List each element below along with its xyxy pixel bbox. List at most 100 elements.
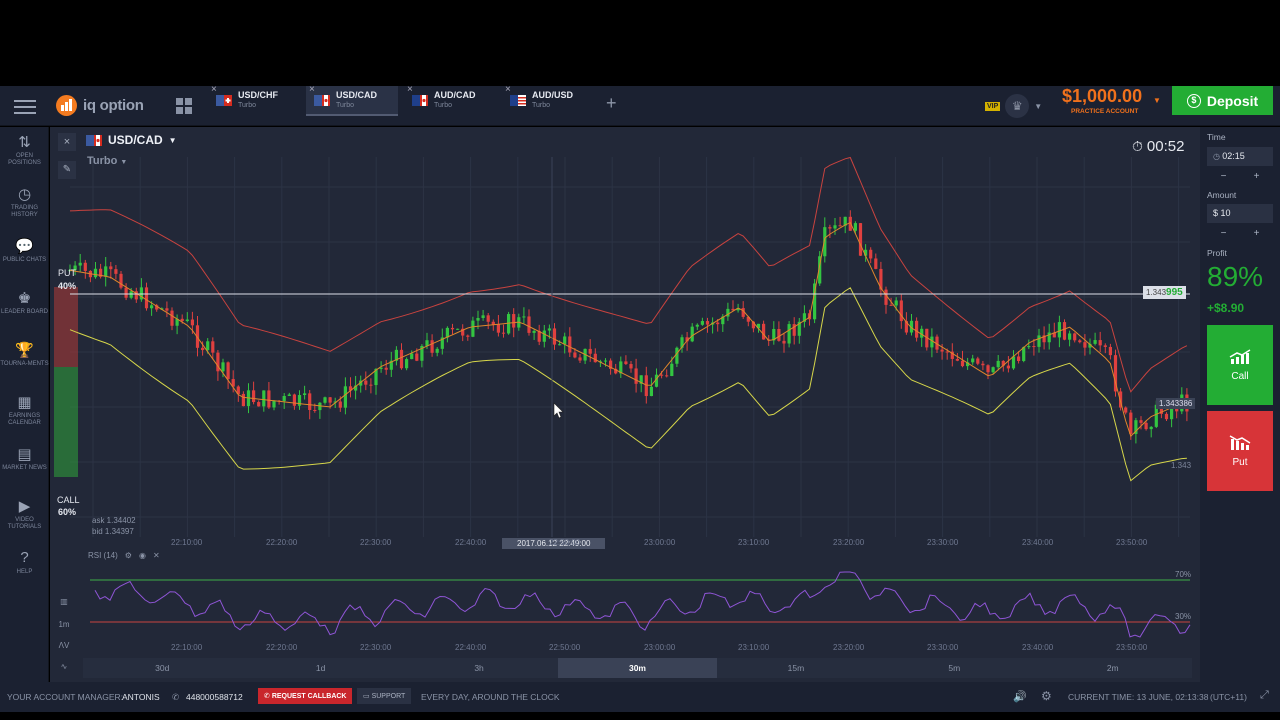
candle <box>731 308 735 311</box>
candle <box>114 269 118 274</box>
tab-aud-cad[interactable]: × AUD/CAD Turbo <box>404 84 496 116</box>
price-main: 1.343 <box>1146 288 1167 297</box>
sidebar-item-earnings-calendar[interactable]: ▦ EARNINGS CALENDAR <box>0 393 49 427</box>
price-axis-label: 1.343 <box>1171 461 1192 470</box>
vip-status[interactable]: VIP ♛ ▼ <box>985 94 1042 118</box>
close-icon[interactable]: × <box>505 84 511 95</box>
amount-input[interactable]: $ 10 <box>1207 204 1273 223</box>
candle <box>649 386 653 397</box>
time-axis-label: 22:50:00 <box>549 538 581 547</box>
chart-type-icon[interactable]: ▥ <box>60 597 68 606</box>
timeframe-30m[interactable]: 30m <box>558 658 717 678</box>
deposit-button[interactable]: $ Deposit <box>1172 86 1273 115</box>
close-icon[interactable]: ✕ <box>152 551 160 560</box>
tab-usd-chf[interactable]: × USD/CHF Turbo <box>208 84 300 116</box>
volume-icon[interactable]: 🔊 <box>1013 691 1027 703</box>
bid-price: bid 1.34397 <box>92 527 134 536</box>
request-callback-button[interactable]: ✆ REQUEST CALLBACK <box>258 688 353 704</box>
candle <box>267 390 271 408</box>
time-axis-label: 22:40:00 <box>455 538 487 547</box>
rsi-time-axis-label: 23:00:00 <box>644 643 676 652</box>
grid-icon[interactable] <box>176 98 192 114</box>
candle <box>389 360 393 370</box>
sidebar-item-open-positions[interactable]: ⇅ OPEN POSITIONS <box>0 133 49 167</box>
profit-label: Profit <box>1207 248 1227 258</box>
hamburger-menu-icon[interactable] <box>14 96 36 116</box>
account-balance[interactable]: $1,000.00 <box>1062 86 1143 106</box>
candle <box>1011 356 1016 369</box>
put-sentiment-bar <box>54 287 78 367</box>
phone-number[interactable]: 448000588712 <box>186 692 243 702</box>
option-type-selector[interactable]: Turbo ▼ <box>87 155 127 167</box>
candle <box>603 360 608 362</box>
chart-area[interactable]: × ✎ USD/CAD ▼ Turbo ▼ ⏱ 00:52 PUT 40% CA… <box>50 127 1200 682</box>
sidebar-item-market-news[interactable]: ▤ MARKET NEWS <box>0 445 49 472</box>
timeframe-1d[interactable]: 1d <box>241 658 400 678</box>
close-icon[interactable]: × <box>58 133 76 151</box>
logo[interactable]: iq option <box>56 95 144 116</box>
candle <box>456 328 460 330</box>
price-chart[interactable] <box>50 127 1200 682</box>
candle <box>491 321 495 325</box>
sidebar-item-help[interactable]: ? HELP <box>0 549 49 576</box>
option-type: Turbo <box>87 155 118 167</box>
trade-panel: Time ◷ 02:15 − + Amount $ 10 − + Profit 89… <box>1200 127 1280 682</box>
timeframe-2m[interactable]: 2m <box>1033 658 1192 678</box>
asset-selector[interactable]: USD/CAD ▼ <box>86 133 177 147</box>
timeframe-30d[interactable]: 30d <box>83 658 242 678</box>
timeframe-3h[interactable]: 3h <box>399 658 559 678</box>
rsi-time-axis-label: 23:30:00 <box>927 643 959 652</box>
indicator-icon[interactable]: ɅV <box>58 641 70 650</box>
minus-icon[interactable]: − <box>1220 228 1227 239</box>
timeframe-5m[interactable]: 5m <box>875 658 1034 678</box>
call-label: Call <box>1231 371 1249 382</box>
sidebar-item-trading-history[interactable]: ◷ TRADING HISTORY <box>0 185 49 219</box>
chevron-down-icon[interactable]: ▼ <box>1153 96 1161 105</box>
plus-icon[interactable]: + <box>1253 171 1260 182</box>
close-icon[interactable]: × <box>309 84 315 95</box>
plus-icon[interactable]: + <box>1253 228 1260 239</box>
candle <box>287 394 291 396</box>
call-button[interactable]: Call <box>1207 325 1273 405</box>
candle <box>726 308 730 317</box>
sidebar-item-leader-board[interactable]: ♚ LEADER BOARD <box>0 289 49 316</box>
candle <box>83 262 87 271</box>
close-icon[interactable]: × <box>407 84 413 95</box>
cursor-time-label: 2017.06.12 22:49:00 <box>502 538 606 549</box>
amount-stepper: − + <box>1207 228 1273 239</box>
candle <box>1052 332 1056 338</box>
gear-icon[interactable]: ⚙ <box>1041 689 1052 703</box>
add-tab-icon[interactable]: + <box>606 93 617 113</box>
history-icon: ◷ <box>17 186 32 203</box>
candle <box>231 379 235 387</box>
candle <box>981 363 985 366</box>
sidebar-item-public-chats[interactable]: 💬 PUBLIC CHATS <box>0 237 49 264</box>
candle <box>139 287 143 300</box>
candle <box>986 365 990 373</box>
tab-usd-cad[interactable]: × USD/CAD Turbo <box>306 84 398 116</box>
drawing-tool-icon[interactable]: ✎ <box>58 161 76 179</box>
fullscreen-icon[interactable]: ⤢ <box>1260 689 1269 701</box>
chevron-down-icon: ▼ <box>120 159 128 166</box>
candle <box>685 337 689 342</box>
minus-icon[interactable]: − <box>1220 171 1227 182</box>
sidebar-item-video-tutorials[interactable]: ▶ VIDEO TUTORIALS <box>0 497 49 531</box>
put-button[interactable]: Put <box>1207 411 1273 491</box>
candle-size[interactable]: 1m <box>58 620 70 629</box>
tab-aud-usd[interactable]: × AUD/USD Turbo <box>502 84 594 116</box>
gear-icon[interactable]: ⚙ <box>124 551 132 560</box>
bollinger-middle-line <box>69 221 1188 438</box>
account-manager-label: YOUR ACCOUNT MANAGER: <box>7 692 124 702</box>
sidebar-item-tournaments[interactable]: 🏆 TOURNA-MENTS <box>0 341 49 368</box>
help-icon: ? <box>20 549 29 566</box>
eye-icon[interactable]: ◉ <box>138 551 146 560</box>
timeframe-15m[interactable]: 15m <box>716 658 876 678</box>
candle <box>78 262 82 266</box>
line-tool-icon[interactable]: ∿ <box>60 662 68 671</box>
candle <box>180 318 184 322</box>
support-button[interactable]: ▭ SUPPORT <box>357 688 412 704</box>
rsi-time-axis-label: 22:40:00 <box>455 643 487 652</box>
expiry-time-input[interactable]: ◷ 02:15 <box>1207 147 1273 166</box>
close-icon[interactable]: × <box>211 84 217 95</box>
time-axis-label: 23:00:00 <box>644 538 676 547</box>
